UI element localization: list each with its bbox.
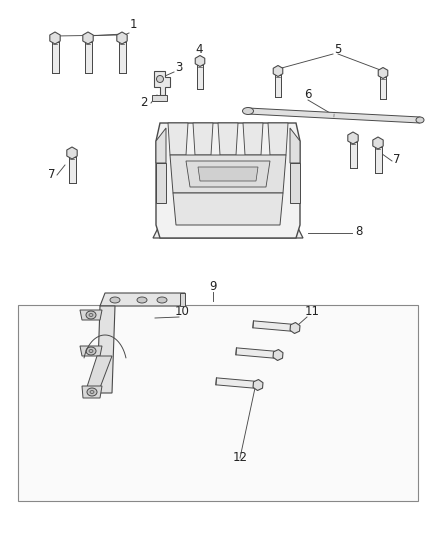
Polygon shape [68,157,75,183]
Polygon shape [290,128,300,163]
Text: 6: 6 [304,88,312,101]
Polygon shape [80,310,102,320]
Text: 3: 3 [175,61,182,74]
Ellipse shape [243,108,254,115]
Polygon shape [273,66,283,77]
Ellipse shape [156,76,163,83]
Polygon shape [186,161,270,187]
Text: 9: 9 [209,280,217,293]
Polygon shape [350,142,357,168]
Polygon shape [373,137,383,149]
Polygon shape [52,42,59,73]
Ellipse shape [90,391,94,393]
Ellipse shape [110,297,120,303]
Polygon shape [268,123,288,155]
Text: 7: 7 [48,168,56,181]
Polygon shape [243,123,263,155]
Ellipse shape [89,313,93,317]
Polygon shape [170,155,286,193]
Polygon shape [152,95,167,101]
Polygon shape [97,306,115,393]
Bar [18,305,418,501]
Polygon shape [218,123,238,155]
Polygon shape [153,228,303,238]
Polygon shape [253,379,263,391]
Text: 12: 12 [233,451,247,464]
Polygon shape [119,42,126,73]
Polygon shape [273,350,283,360]
Polygon shape [216,378,254,388]
Text: 2: 2 [140,96,148,109]
Polygon shape [156,128,166,163]
Polygon shape [80,346,102,356]
Polygon shape [67,147,77,159]
Polygon shape [198,167,258,181]
Polygon shape [236,348,275,358]
Polygon shape [83,32,93,44]
Polygon shape [290,163,300,203]
Ellipse shape [416,117,424,123]
Polygon shape [195,55,205,67]
Polygon shape [117,32,127,44]
Text: 7: 7 [393,153,400,166]
Ellipse shape [86,311,96,319]
Text: 4: 4 [195,43,203,56]
Text: 1: 1 [129,18,137,31]
Ellipse shape [87,388,97,396]
Polygon shape [85,42,92,73]
Polygon shape [82,386,102,398]
Polygon shape [248,108,420,123]
Polygon shape [85,356,112,393]
Polygon shape [154,71,170,95]
Polygon shape [168,123,188,155]
Polygon shape [348,132,358,144]
Polygon shape [275,75,281,97]
Text: 5: 5 [334,43,342,56]
Polygon shape [180,293,185,306]
Polygon shape [173,193,283,225]
Polygon shape [197,65,203,89]
Ellipse shape [86,347,96,355]
Text: 8: 8 [355,225,362,238]
Polygon shape [290,322,300,334]
Ellipse shape [137,297,147,303]
Text: 11: 11 [305,305,320,318]
Polygon shape [193,123,213,155]
Polygon shape [253,321,291,331]
Polygon shape [156,163,166,203]
Polygon shape [374,147,381,173]
Text: 10: 10 [175,305,190,318]
Polygon shape [378,68,388,78]
Polygon shape [50,32,60,44]
Ellipse shape [89,350,93,352]
Polygon shape [100,293,185,306]
Polygon shape [380,77,386,99]
Polygon shape [156,123,300,238]
Ellipse shape [157,297,167,303]
